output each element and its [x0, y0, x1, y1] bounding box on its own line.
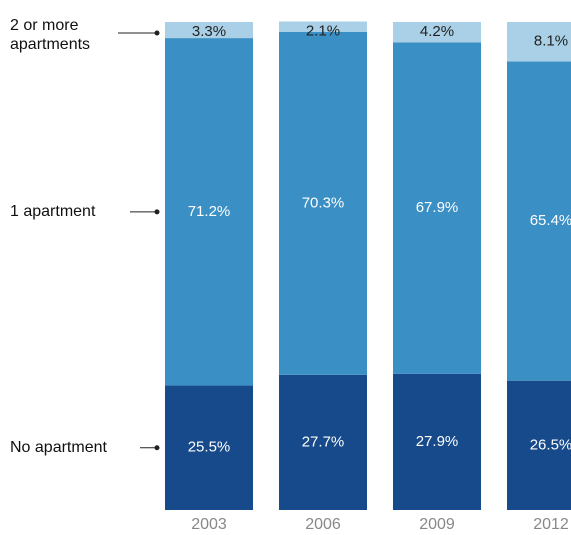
x-tick-label: 2003 [191, 516, 227, 533]
series-label: No apartment [10, 438, 107, 456]
value-label: 3.3% [192, 23, 226, 40]
value-label: 25.5% [188, 439, 231, 456]
series-label: 2 or more apartments [10, 17, 91, 53]
bar-segment [507, 380, 571, 510]
bar-segment [279, 31, 367, 375]
bar-segment [393, 22, 481, 43]
value-label: 8.1% [534, 33, 568, 50]
bar-segment [165, 22, 253, 39]
x-tick-label: 2006 [305, 516, 341, 533]
x-tick-label: 2012 [533, 516, 569, 533]
value-label: 67.9% [416, 199, 459, 216]
value-label: 71.2% [188, 203, 231, 220]
leader-dot [154, 209, 160, 215]
leader-dot [154, 30, 160, 36]
x-tick-label: 2009 [419, 516, 455, 533]
bar-segment [165, 38, 253, 386]
leader-dot [154, 445, 160, 451]
value-label: 65.4% [530, 212, 571, 229]
bar-segment [393, 373, 481, 510]
bar-segment [393, 42, 481, 374]
bar-segment [507, 61, 571, 381]
value-label: 26.5% [530, 436, 571, 453]
value-label: 27.9% [416, 433, 459, 450]
value-label: 4.2% [420, 23, 454, 40]
bar-segment [165, 385, 253, 510]
bar-segment [507, 22, 571, 62]
bar-segment [279, 374, 367, 510]
value-label: 27.7% [302, 433, 345, 450]
bar-segment [279, 21, 367, 32]
value-label: 70.3% [302, 194, 345, 211]
series-label: 1 apartment [10, 202, 96, 220]
value-label: 2.1% [306, 22, 340, 39]
